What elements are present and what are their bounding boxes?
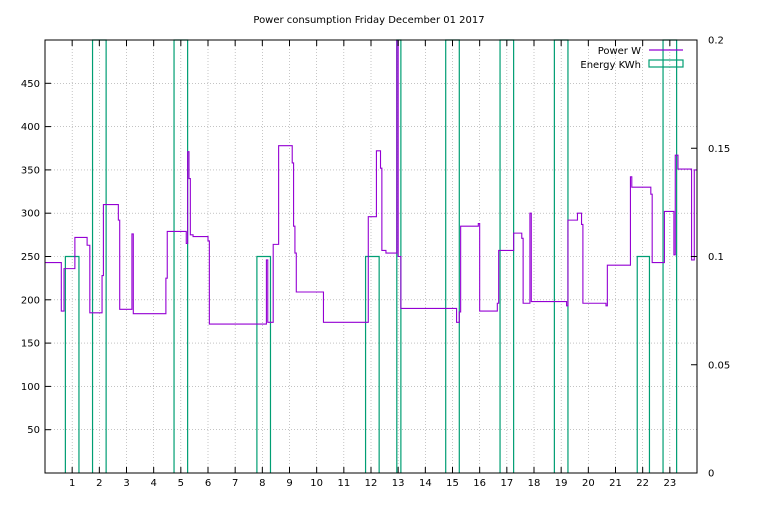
energy-series-layer bbox=[64, 39, 678, 473]
x-tick-label: 18 bbox=[528, 478, 541, 489]
x-tick-label: 13 bbox=[392, 478, 405, 489]
y2-tick-label: 0 bbox=[708, 469, 714, 480]
x-tick-label: 2 bbox=[96, 478, 102, 489]
legend-item-energy: Energy KWh bbox=[580, 59, 684, 71]
x-tick-label: 4 bbox=[150, 478, 156, 489]
legend-label-power: Power W bbox=[598, 46, 641, 57]
x-tick-label: 11 bbox=[337, 478, 350, 489]
x-tick-label: 19 bbox=[555, 478, 568, 489]
x-tick-label: 17 bbox=[500, 478, 513, 489]
y-tick-label: 100 bbox=[21, 382, 40, 393]
x-tick-label: 5 bbox=[178, 478, 184, 489]
y2-tick-label: 0.2 bbox=[708, 36, 724, 47]
x-tick-label: 23 bbox=[663, 478, 676, 489]
x-tick-label: 21 bbox=[609, 478, 622, 489]
energy-bar bbox=[364, 255, 380, 473]
x-tick-label: 1 bbox=[69, 478, 75, 489]
energy-bar bbox=[64, 255, 80, 473]
x-tick-label: 6 bbox=[205, 478, 211, 489]
y-tick-label: 400 bbox=[21, 122, 40, 133]
x-tick-label: 7 bbox=[232, 478, 238, 489]
x-tick-label: 9 bbox=[286, 478, 292, 489]
x-tick-label: 10 bbox=[310, 478, 323, 489]
axis-layer: 1 2 3 4 5 6 7 8 9 10 11 12 13 14 15 16 17 18 19 20 21 22 23501… bbox=[21, 36, 730, 490]
y-tick-label: 450 bbox=[21, 79, 40, 90]
legend-item-power: Power W bbox=[598, 46, 683, 57]
legend-swatch-energy bbox=[648, 59, 684, 68]
chart-title: Power consumption Friday December 01 201… bbox=[253, 15, 484, 26]
x-tick-label: 20 bbox=[582, 478, 595, 489]
y-tick-label: 50 bbox=[27, 425, 40, 436]
y-tick-label: 350 bbox=[21, 165, 40, 176]
x-tick-label: 3 bbox=[123, 478, 129, 489]
energy-bar bbox=[636, 255, 651, 473]
x-tick-label: 14 bbox=[419, 478, 432, 489]
y-tick-label: 250 bbox=[21, 252, 40, 263]
power-series-layer bbox=[45, 39, 697, 325]
x-tick-label: 15 bbox=[446, 478, 459, 489]
y-tick-label: 300 bbox=[21, 209, 40, 220]
y2-tick-label: 0.05 bbox=[708, 360, 730, 371]
x-tick-label: 8 bbox=[259, 478, 265, 489]
y2-tick-label: 0.15 bbox=[708, 144, 730, 155]
legend-label-energy: Energy KWh bbox=[580, 60, 641, 71]
x-tick-label: 12 bbox=[365, 478, 378, 489]
y-tick-label: 150 bbox=[21, 339, 40, 350]
y-tick-label: 200 bbox=[21, 295, 40, 306]
x-tick-label: 22 bbox=[636, 478, 649, 489]
energy-bar bbox=[256, 255, 272, 473]
power-series-line bbox=[45, 39, 697, 325]
x-tick-label: 16 bbox=[473, 478, 486, 489]
legend: Power W Energy KWh bbox=[580, 46, 684, 71]
y2-tick-label: 0.1 bbox=[708, 252, 724, 263]
